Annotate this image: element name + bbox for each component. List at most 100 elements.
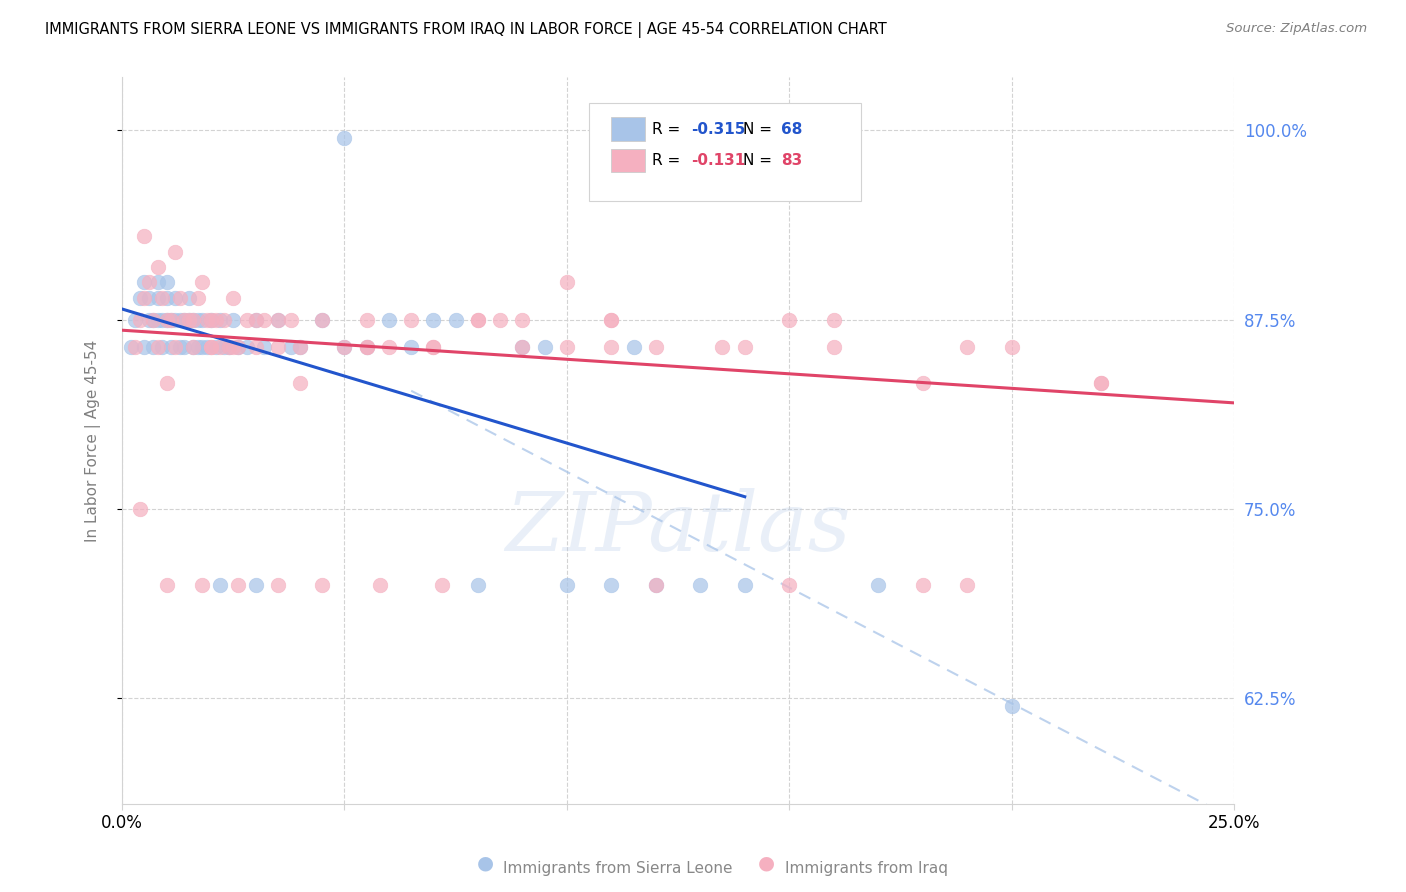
Point [129,312,152,326]
Point [134,275,156,289]
Text: Immigrants from Iraq: Immigrants from Iraq [785,861,948,876]
Point [245,340,267,354]
Point [1000,340,1022,354]
Text: 83: 83 [782,153,803,168]
Point [169,340,191,354]
Point [911,376,934,391]
Point [267,312,290,326]
Point [129,292,152,306]
Point [512,340,534,354]
Point [191,577,214,591]
Text: -0.131: -0.131 [692,153,745,168]
Point [600,340,623,354]
Point [195,340,218,354]
Point [600,312,623,326]
Point [218,340,240,354]
Point [142,340,165,354]
Point [187,340,209,354]
Point [267,340,290,354]
Point [160,312,183,326]
Point [399,312,422,326]
Point [195,312,218,326]
Point [173,312,195,326]
Text: ●: ● [477,854,494,872]
Point [134,340,156,354]
Point [155,376,177,391]
Point [150,340,173,354]
Point [150,292,173,306]
Point [253,340,276,354]
Point [288,340,311,354]
Point [356,340,378,354]
Point [218,340,240,354]
Point [467,577,489,591]
Text: N =: N = [742,121,776,136]
Text: ZIPatlas: ZIPatlas [505,488,851,568]
Point [204,312,226,326]
Point [181,340,204,354]
Point [467,312,489,326]
Point [555,340,578,354]
Point [124,312,146,326]
Point [200,340,222,354]
Point [142,312,165,326]
Point [280,340,302,354]
Point [226,577,249,591]
Text: 68: 68 [782,121,803,136]
FancyBboxPatch shape [589,103,862,201]
Point [868,577,890,591]
Point [155,292,177,306]
Point [222,292,245,306]
Point [165,292,187,306]
Text: R =: R = [652,121,686,136]
Point [177,312,200,326]
Point [644,577,666,591]
Point [533,340,555,354]
Point [778,312,800,326]
Point [222,340,245,354]
Point [155,577,177,591]
Point [422,340,444,354]
Point [288,376,311,391]
Point [177,312,200,326]
Point [333,340,356,354]
Point [267,312,290,326]
Point [173,340,195,354]
Point [138,275,160,289]
Point [600,312,623,326]
Point [555,577,578,591]
Point [181,312,204,326]
Point [311,312,333,326]
Point [187,312,209,326]
Point [1000,698,1022,713]
Text: IMMIGRANTS FROM SIERRA LEONE VS IMMIGRANTS FROM IRAQ IN LABOR FORCE | AGE 45-54 : IMMIGRANTS FROM SIERRA LEONE VS IMMIGRAN… [45,22,887,38]
Point [214,340,236,354]
Point [689,577,711,591]
Point [124,340,146,354]
Point [226,340,249,354]
Point [120,340,142,354]
Point [399,340,422,354]
Point [146,340,169,354]
Point [378,312,401,326]
Point [911,577,934,591]
Point [644,340,666,354]
Point [368,577,391,591]
Point [333,340,356,354]
Point [778,577,800,591]
Point [134,292,156,306]
Point [734,577,756,591]
Point [432,577,454,591]
Point [956,577,979,591]
Point [146,292,169,306]
Point [200,340,222,354]
Point [235,340,257,354]
Point [356,340,378,354]
Point [422,312,444,326]
Text: ●: ● [758,854,775,872]
Point [245,312,267,326]
Point [200,312,222,326]
Point [378,340,401,354]
Point [200,312,222,326]
FancyBboxPatch shape [612,118,645,141]
